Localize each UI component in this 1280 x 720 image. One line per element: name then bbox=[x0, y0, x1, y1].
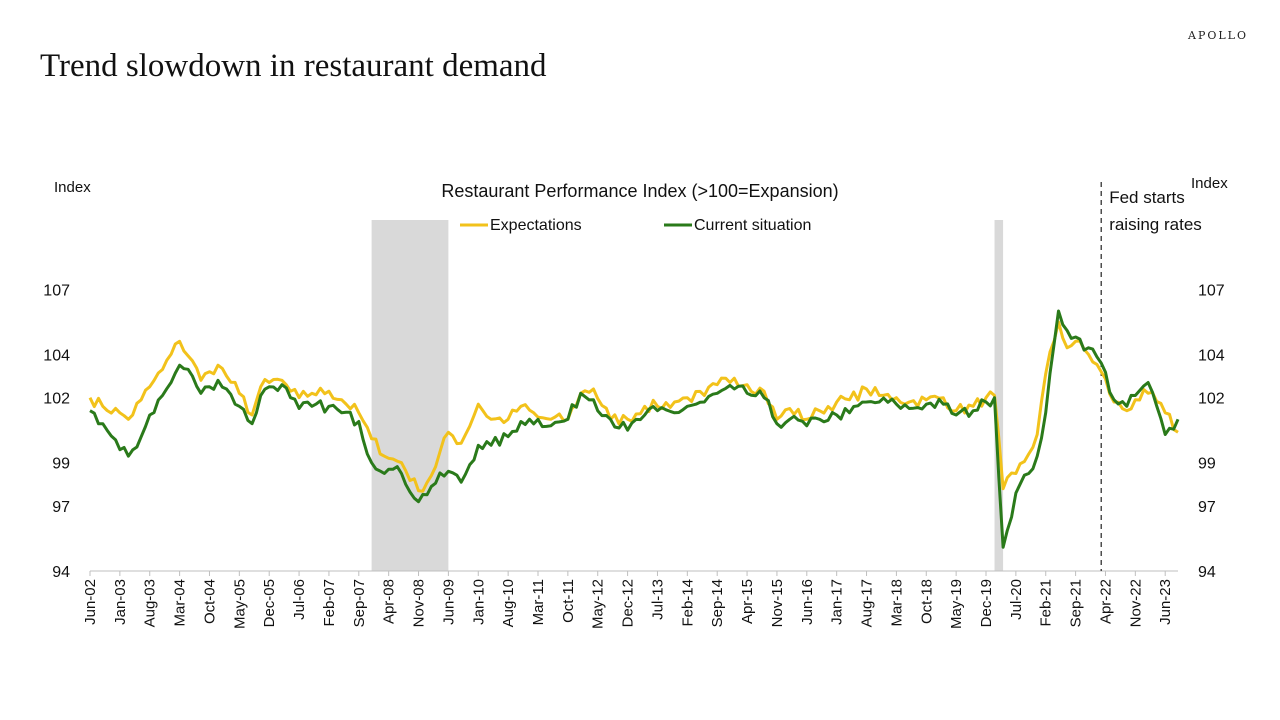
x-tick-label: Apr-22 bbox=[1097, 579, 1114, 624]
x-tick-label: Sep-21 bbox=[1068, 579, 1085, 627]
fed-annotation-line-1: Fed starts bbox=[1109, 188, 1185, 207]
chart-title: Restaurant Performance Index (>100=Expan… bbox=[441, 181, 838, 201]
series-current-line bbox=[89, 309, 1180, 549]
x-axis: Jun-02 Jan-03 Aug-03 Mar-04 Oct-04 May-05 Dec-… bbox=[82, 571, 1174, 629]
y-tick-left: 104 bbox=[43, 347, 70, 364]
series-layer bbox=[88, 309, 1180, 549]
y-axis-right: 94 97 99 102 104 107 bbox=[1198, 282, 1225, 581]
y-tick-right: 107 bbox=[1198, 282, 1225, 299]
x-tick-label: Nov-15 bbox=[769, 579, 786, 627]
y-tick-right: 102 bbox=[1198, 391, 1225, 408]
x-tick-label: Feb-07 bbox=[321, 579, 338, 627]
x-tick-label: Apr-08 bbox=[381, 579, 398, 624]
x-tick-label: Oct-11 bbox=[560, 579, 577, 623]
recession-band-2 bbox=[994, 220, 1004, 571]
y-tick-left: 94 bbox=[52, 564, 70, 581]
y-tick-right: 94 bbox=[1198, 564, 1216, 581]
recession-shading bbox=[371, 220, 1004, 571]
y-tick-right: 97 bbox=[1198, 499, 1216, 516]
x-tick-label: Jul-06 bbox=[291, 579, 308, 620]
y-tick-left: 97 bbox=[52, 499, 70, 516]
x-tick-label: Dec-05 bbox=[261, 579, 278, 627]
x-tick-label: Jun-16 bbox=[799, 579, 816, 625]
y-tick-right: 104 bbox=[1198, 347, 1225, 364]
y-tick-left: 107 bbox=[43, 282, 70, 299]
x-tick-label: Jun-23 bbox=[1157, 579, 1174, 625]
x-tick-label: May-19 bbox=[948, 579, 965, 629]
y-axis-left: 94 97 99 102 104 107 bbox=[43, 282, 70, 581]
x-tick-label: May-05 bbox=[231, 579, 248, 629]
series-expectations-line bbox=[88, 320, 1179, 493]
x-tick-label: Dec-19 bbox=[978, 579, 995, 627]
y-tick-right: 99 bbox=[1198, 456, 1216, 473]
x-tick-label: Aug-03 bbox=[142, 579, 159, 627]
x-tick-label: May-12 bbox=[590, 579, 607, 629]
x-tick-label: Jan-03 bbox=[112, 579, 129, 625]
x-tick-label: Aug-17 bbox=[859, 579, 876, 627]
x-tick-label: Sep-14 bbox=[709, 579, 726, 627]
fed-annotation-line-2: raising rates bbox=[1109, 215, 1202, 234]
x-tick-label: Jan-17 bbox=[829, 579, 846, 625]
x-tick-label: Apr-15 bbox=[739, 579, 756, 624]
x-tick-label: Mar-18 bbox=[888, 579, 905, 627]
x-tick-label: Aug-10 bbox=[500, 579, 517, 627]
legend-current-label: Current situation bbox=[694, 217, 811, 234]
x-tick-label: Mar-11 bbox=[530, 579, 547, 625]
y-tick-left: 99 bbox=[52, 456, 70, 473]
x-tick-label: Jul-20 bbox=[1008, 579, 1025, 620]
y-tick-left: 102 bbox=[43, 391, 70, 408]
x-tick-label: Dec-12 bbox=[620, 579, 637, 627]
x-tick-label: Oct-18 bbox=[918, 579, 935, 624]
x-tick-label: Nov-08 bbox=[411, 579, 428, 627]
x-tick-label: Jan-10 bbox=[470, 579, 487, 625]
slide-title: Trend slowdown in restaurant demand bbox=[40, 48, 547, 84]
x-tick-label: Oct-04 bbox=[201, 579, 218, 624]
x-tick-label: Jun-02 bbox=[82, 579, 99, 625]
x-tick-label: Mar-04 bbox=[172, 579, 189, 627]
apollo-logo: APOLLO bbox=[1188, 29, 1248, 42]
x-tick-label: Jun-09 bbox=[440, 579, 457, 625]
x-tick-label: Feb-14 bbox=[679, 579, 696, 627]
recession-band-1 bbox=[371, 220, 449, 571]
x-tick-label: Nov-22 bbox=[1127, 579, 1144, 627]
x-tick-label: Jul-13 bbox=[649, 579, 666, 620]
y-axis-label-right: Index bbox=[1191, 175, 1228, 192]
legend-expectations-label: Expectations bbox=[490, 217, 582, 234]
y-axis-label-left: Index bbox=[54, 179, 91, 196]
x-tick-label: Sep-07 bbox=[351, 579, 368, 627]
x-tick-label: Feb-21 bbox=[1038, 579, 1055, 627]
